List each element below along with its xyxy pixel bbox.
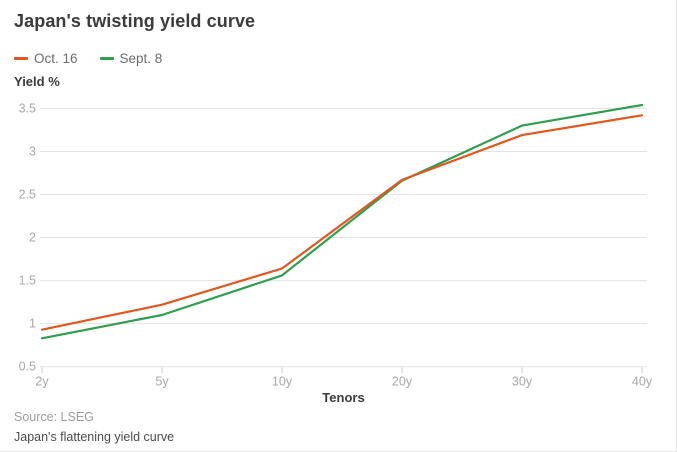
x-tick-label: 10y xyxy=(272,375,293,389)
y-tick-label: 0.5 xyxy=(19,360,36,374)
legend-label-oct16: Oct. 16 xyxy=(34,51,78,66)
legend-item-oct16: Oct. 16 xyxy=(14,51,78,66)
oct16-line-swatch-icon xyxy=(14,57,28,60)
y-tick-label: 3 xyxy=(29,144,36,158)
y-tick-label: 1.5 xyxy=(19,274,36,288)
y-axis-title: Yield % xyxy=(14,74,60,89)
y-tick-label: 3.5 xyxy=(19,101,36,115)
chart-title: Japan's twisting yield curve xyxy=(14,11,256,31)
x-tick-label: 30y xyxy=(512,375,533,389)
legend-label-sept8: Sept. 8 xyxy=(119,51,163,66)
chart-caption: Japan's flattening yield curve xyxy=(14,430,175,444)
x-tick-label: 2y xyxy=(35,375,49,389)
plot-area: 0.5 1 1.5 2 2.5 3 3.5 2y 5y 10y 20y 30y 40y xyxy=(19,101,653,389)
x-axis-title: Tenors xyxy=(322,390,365,405)
y-tick-label: 2.5 xyxy=(19,188,36,202)
series-line-sept8 xyxy=(40,103,644,340)
sept8-line-swatch-icon xyxy=(99,57,114,60)
x-tick-label: 40y xyxy=(632,375,653,389)
x-tick-label: 20y xyxy=(392,375,413,389)
x-tick-label: 5y xyxy=(155,375,169,389)
source-credit: Source: LSEG xyxy=(14,410,94,424)
y-tick-label: 2 xyxy=(29,231,36,245)
y-tick-label: 1 xyxy=(29,317,36,331)
chart-legend: Oct. 16 Sept. 8 xyxy=(14,51,162,66)
series-line-oct16 xyxy=(40,114,644,331)
legend-item-sept8: Sept. 8 xyxy=(99,51,163,66)
